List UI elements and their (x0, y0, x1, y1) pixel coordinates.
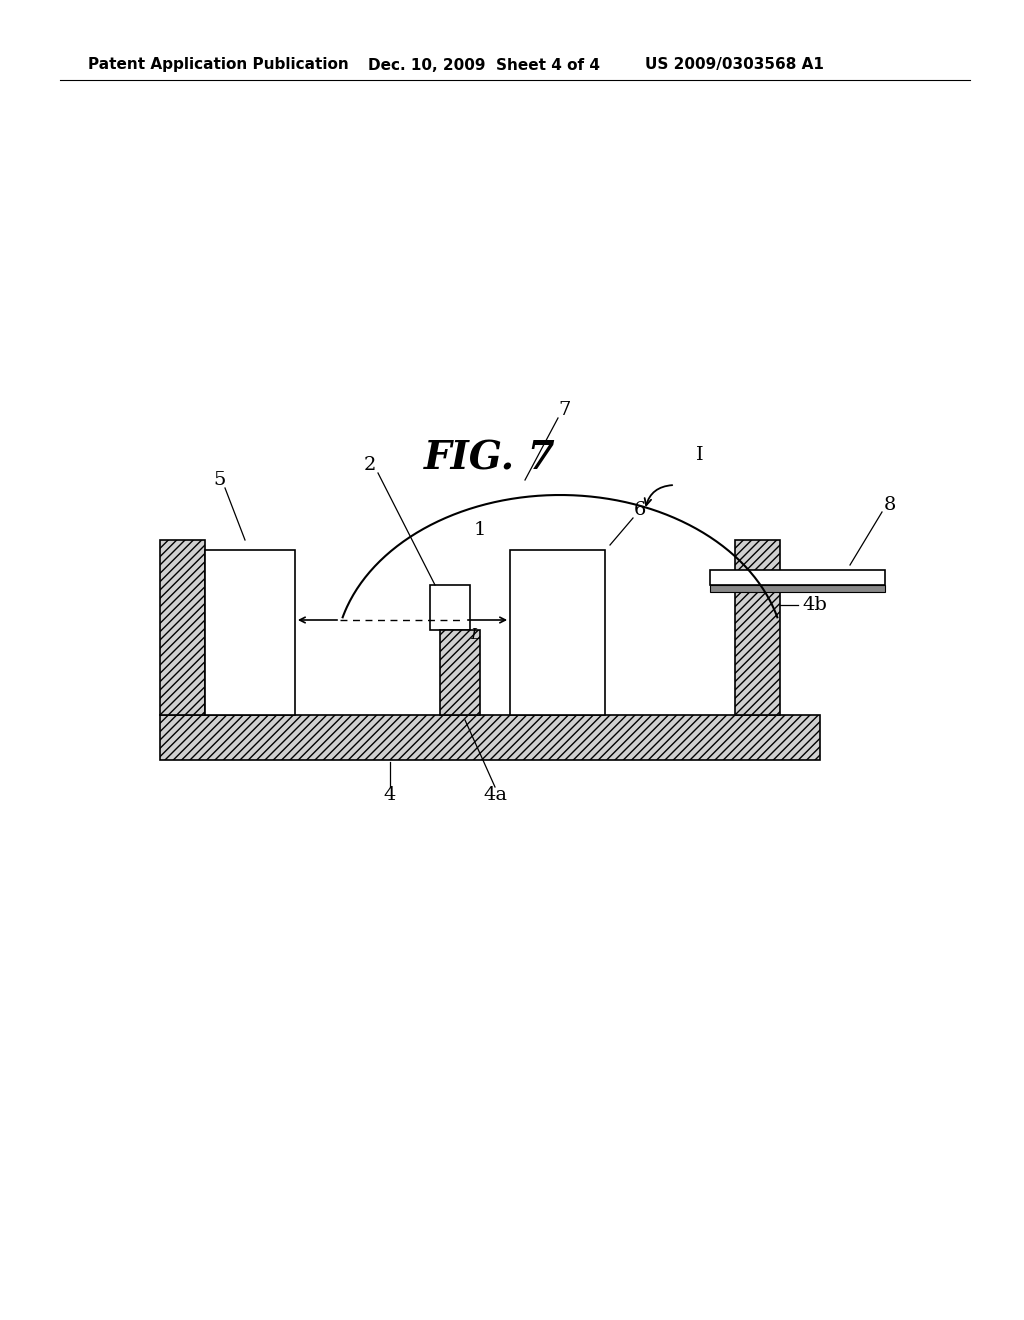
Text: 4: 4 (384, 785, 396, 804)
Text: FIG. 7: FIG. 7 (424, 440, 556, 477)
Text: 8: 8 (884, 496, 896, 513)
Text: 1: 1 (474, 521, 486, 539)
Bar (735, 540, 780, 715)
Bar (440, 630, 480, 715)
Text: L: L (470, 628, 480, 642)
Text: 6: 6 (634, 502, 646, 519)
Bar (160, 715, 820, 760)
Text: 5: 5 (214, 471, 226, 488)
Bar (205, 550, 295, 715)
Text: Patent Application Publication: Patent Application Publication (88, 58, 349, 73)
Bar (160, 540, 205, 715)
Text: 4b: 4b (803, 597, 827, 614)
Text: 2: 2 (364, 455, 376, 474)
Bar (510, 550, 605, 715)
Text: Dec. 10, 2009  Sheet 4 of 4: Dec. 10, 2009 Sheet 4 of 4 (368, 58, 600, 73)
Text: I: I (696, 446, 703, 465)
FancyArrowPatch shape (645, 486, 672, 506)
Bar (710, 585, 885, 591)
Bar (430, 585, 470, 630)
Text: 7: 7 (559, 401, 571, 418)
Text: US 2009/0303568 A1: US 2009/0303568 A1 (645, 58, 824, 73)
Bar (710, 570, 885, 585)
Text: 4a: 4a (483, 785, 507, 804)
